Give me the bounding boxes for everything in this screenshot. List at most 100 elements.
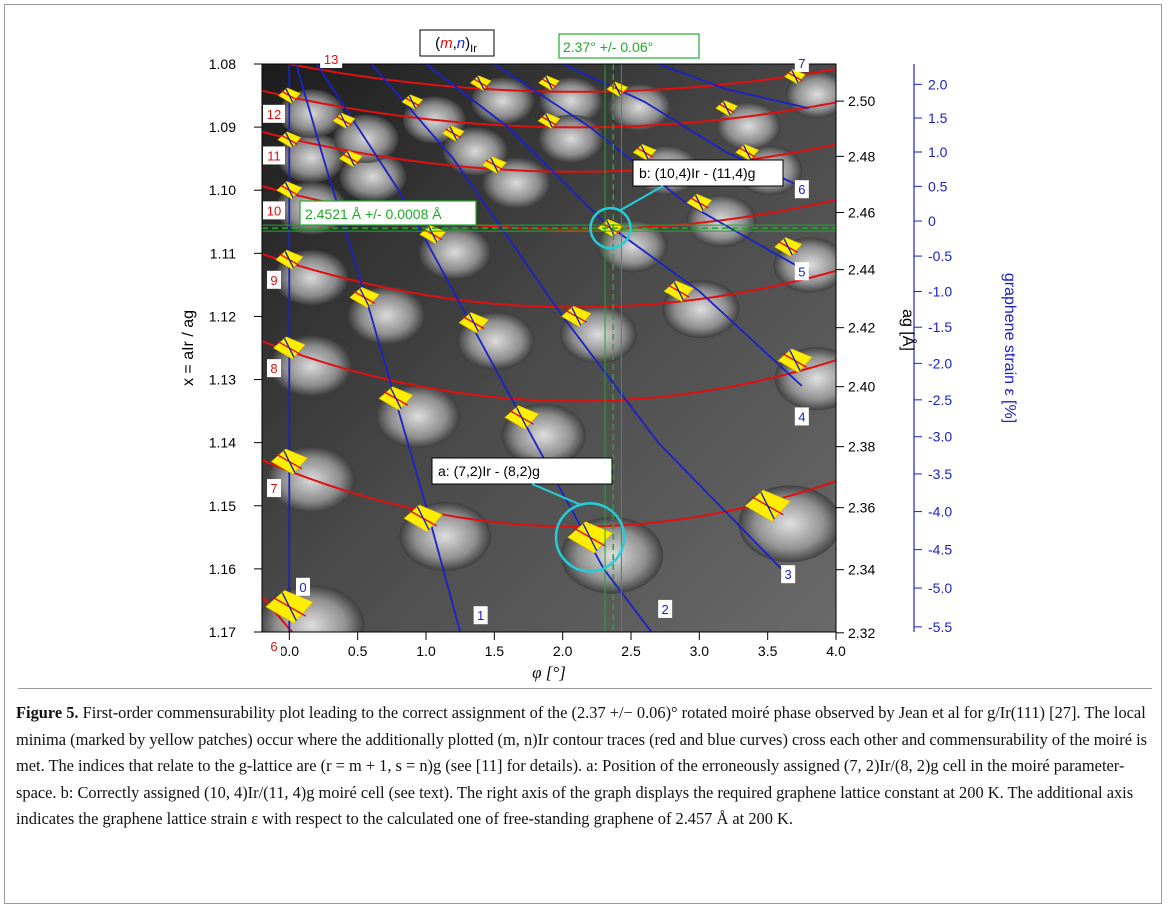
blue-contour-label-bg	[658, 599, 673, 618]
minimum-cross-blue	[283, 450, 296, 473]
strain-tick-label: -3.0	[928, 429, 952, 445]
minimum-cross-blue	[760, 492, 776, 520]
strain-tick-label: -4.5	[928, 542, 952, 558]
red-contour-label: 9	[270, 273, 277, 288]
red-contour-label-bg	[267, 270, 281, 289]
strain-axis-label: graphene strain ε [%]	[1001, 273, 1018, 423]
x-tick-label: 0.5	[348, 643, 368, 659]
caption-divider	[18, 688, 1152, 689]
blue-contour-label-bg	[794, 407, 809, 426]
right-tick-label: 2.48	[848, 148, 875, 164]
left-tick-label: 1.10	[209, 182, 236, 198]
right-tick-label: 2.50	[848, 93, 875, 109]
blue-contour-label-bg	[781, 565, 796, 584]
minimum-cross-blue	[613, 82, 622, 96]
blue-contour-label: 5	[798, 264, 805, 279]
yellow-minima	[265, 69, 813, 624]
red-contour-m9	[262, 252, 836, 309]
left-tick-label: 1.14	[209, 435, 236, 451]
caption-text: First-order commensurability plot leadin…	[16, 703, 1148, 828]
phi-marker-box	[558, 33, 700, 59]
moire-cell	[560, 516, 664, 594]
x-tick-label: 2.0	[553, 643, 573, 659]
lattice-marker-label: 2.4521 Å +/- 0.0008 Å	[305, 206, 442, 222]
x-tick-label: 0.0	[280, 643, 300, 659]
blue-contour-label: 1	[477, 608, 484, 623]
red-contour-m8	[262, 340, 836, 403]
blue-contour-label-bg	[296, 577, 310, 596]
red-contour-label-bg	[263, 146, 285, 165]
minimum-cross-blue	[449, 126, 458, 141]
legend-box	[419, 29, 495, 57]
moire-cell	[278, 132, 345, 183]
strain-tick-label: -3.5	[928, 466, 952, 482]
minimum-cross-blue	[545, 113, 553, 128]
moire-cell	[339, 151, 407, 202]
minimum-cross-blue	[571, 307, 582, 326]
minimum-cross-blue	[783, 238, 793, 256]
left-tick-label: 1.12	[209, 308, 236, 324]
red-contour-m13	[283, 64, 836, 93]
red-contour-label: 8	[270, 361, 277, 376]
left-tick-label: 1.11	[210, 245, 236, 261]
red-contour-label: 11	[267, 148, 281, 163]
x-axis-label: φ [°]	[532, 663, 566, 682]
blue-contour-n2	[315, 64, 653, 632]
minimum-cross-blue	[673, 282, 684, 301]
annotation-label-a: a: (7,2)Ir - (8,2)g	[438, 463, 540, 479]
strain-tick-label: -2.5	[928, 392, 952, 408]
annotation-arrow-b	[620, 185, 664, 211]
annotation-box-a	[431, 457, 613, 485]
blue-contour-label: 0	[299, 580, 306, 595]
minimum-cross-blue	[285, 132, 294, 147]
x-tick-label: 1.0	[416, 643, 436, 659]
strain-tick-label: -5.0	[928, 580, 952, 596]
blue-contour-label: 6	[798, 182, 805, 197]
left-tick-label: 1.09	[209, 119, 236, 135]
minimum-cross-blue	[789, 350, 801, 372]
x-tick-label: 4.0	[826, 643, 846, 659]
blue-contour-n5	[493, 64, 810, 274]
minimum-cross-blue	[640, 145, 649, 160]
right-tick-label: 2.44	[848, 262, 875, 278]
minimum-cross-blue	[694, 195, 704, 211]
figure-caption: Figure 5. First-order commensurability p…	[16, 700, 1156, 833]
minimum-cross-blue	[582, 523, 598, 552]
x-tick-label: 2.5	[621, 643, 641, 659]
strain-tick-label: 0	[928, 213, 936, 229]
red-contour-label-bg	[320, 50, 343, 68]
strain-tick-label: 1.5	[928, 110, 948, 126]
axes: 0.0 0.5 1.0 1.5 2.0 2.5 3.0 3.5 4.01.081.091.101…	[209, 56, 953, 659]
right-tick-label: 2.40	[848, 379, 875, 395]
left-axis-label: x = aIr / ag	[180, 310, 197, 386]
red-contour-m7	[262, 459, 836, 528]
minimum-cross-blue	[346, 151, 355, 166]
red-contour-label: 7	[270, 481, 277, 496]
plot-border	[261, 63, 837, 633]
minimum-cross-blue	[490, 157, 499, 173]
right-tick-label: 2.46	[848, 205, 875, 221]
minimum-cross-blue	[284, 182, 294, 199]
strain-tick-label: 0.5	[928, 178, 948, 194]
lattice-marker-box	[299, 200, 477, 226]
strain-tick-label: 1.0	[928, 144, 948, 160]
annotation-circle-b	[589, 206, 632, 250]
strain-tick-label: -1.0	[928, 283, 952, 299]
minimum-cross-blue	[416, 506, 430, 531]
strain-tick-label: -5.5	[928, 619, 952, 635]
minimum-cross-blue	[606, 220, 615, 236]
red-contour-label-bg	[263, 104, 285, 123]
left-tick-label: 1.16	[209, 561, 236, 577]
x-tick-label: 3.5	[758, 643, 778, 659]
red-contour-label: 6	[270, 639, 277, 654]
strain-tick-label: -0.5	[928, 248, 952, 264]
figure-frame	[4, 4, 1162, 904]
moire-cell	[607, 83, 671, 131]
left-tick-label: 1.17	[209, 624, 236, 640]
blue-contour-n1	[295, 64, 462, 632]
blue-contour-label: 4	[798, 409, 805, 424]
blue-contour-label-bg	[794, 180, 809, 199]
minimum-cross-blue	[743, 145, 752, 160]
minimum-cross-blue	[468, 313, 479, 332]
blue-contour-label: 7	[798, 56, 805, 71]
